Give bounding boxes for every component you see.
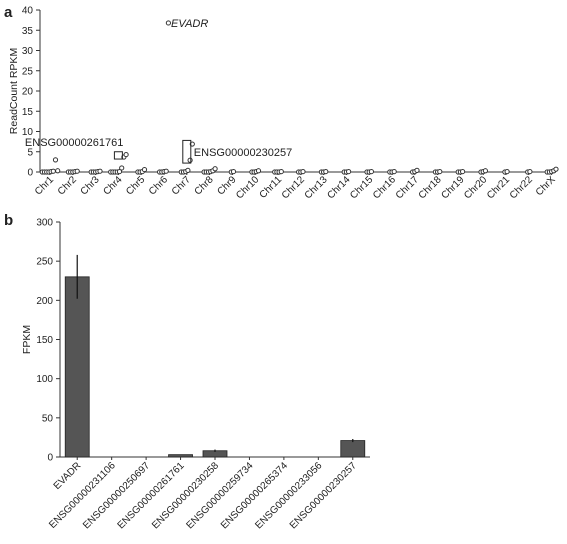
- y-tick-label-b: 50: [42, 413, 54, 424]
- x-tick-label-a: Chr20: [462, 174, 489, 201]
- x-tick-label-a: Chr6: [147, 174, 170, 197]
- y-tick-label-b: 200: [36, 296, 53, 307]
- x-tick-label-b: ENSG00000230258: [150, 460, 221, 531]
- data-point: [52, 157, 59, 163]
- x-tick-label-b: ENSG00000259734: [184, 460, 255, 531]
- data-point: [163, 168, 169, 174]
- data-point: [300, 168, 306, 175]
- data-point: [230, 168, 237, 175]
- x-tick-label-a: Chr1: [33, 174, 56, 197]
- data-point: [185, 167, 191, 173]
- data-point: [165, 20, 171, 26]
- y-tick-label-a: 5: [27, 147, 33, 158]
- y-tick-label-a: 0: [27, 168, 33, 179]
- data-point: [187, 157, 193, 163]
- annotation-label: ENSG00000261761: [25, 137, 123, 149]
- data-point: [391, 168, 397, 175]
- x-tick-label-a: Chr16: [371, 174, 398, 201]
- y-tick-label-a: 35: [22, 26, 34, 37]
- y-tick-label-a: 15: [22, 107, 34, 118]
- data-point: [527, 168, 533, 175]
- y-tick-label-b: 150: [36, 335, 53, 346]
- y-tick-label-b: 100: [36, 374, 53, 385]
- x-tick-label-a: Chr8: [193, 174, 216, 197]
- annotation-box: [182, 139, 192, 164]
- x-tick-label-b: EVADR: [52, 460, 84, 492]
- x-tick-label-a: Chr12: [280, 174, 307, 201]
- data-point: [123, 151, 129, 158]
- x-tick-label-a: Chr10: [234, 174, 261, 201]
- bar: [340, 440, 366, 458]
- y-tick-label-a: 25: [22, 66, 34, 77]
- x-tick-label-b: ENSG00000233056: [253, 460, 324, 531]
- data-point: [278, 168, 284, 175]
- x-tick-label-a: Chr22: [508, 174, 535, 201]
- x-tick-label-a: Chr7: [170, 174, 193, 197]
- x-tick-label-b: ENSG00000265374: [219, 460, 290, 531]
- x-tick-label-a: Chr17: [394, 174, 421, 201]
- panel-b-letter: b: [4, 212, 13, 229]
- data-point: [141, 166, 148, 173]
- data-point: [460, 168, 466, 175]
- data-point: [553, 166, 559, 172]
- y-tick-label-a: 30: [22, 46, 34, 57]
- x-tick-label-a: Chr13: [303, 174, 330, 201]
- annotation-label: EVADR: [171, 18, 208, 30]
- chart-b-bar: 0 50 100 150 200 250 300 FPKM EVADRENSG000002311…: [21, 218, 370, 531]
- x-tick-label-a: Chr2: [56, 174, 79, 197]
- x-tick-label-a: Chr15: [348, 174, 375, 201]
- data-point: [55, 168, 61, 174]
- y-tick-label-a: 10: [22, 127, 34, 138]
- x-tick-label-a: Chr4: [101, 174, 124, 197]
- x-tick-label-b: ENSG00000230257: [288, 460, 359, 531]
- data-point: [414, 167, 420, 173]
- data-point: [119, 165, 125, 171]
- data-point: [346, 168, 352, 175]
- data-point: [323, 168, 329, 175]
- y-axis-label-b: FPKM: [21, 325, 33, 354]
- data-point: [368, 168, 374, 175]
- bar: [168, 454, 193, 458]
- x-tick-label-a: Chr3: [79, 174, 102, 197]
- x-tick-label-a: Chr18: [417, 174, 444, 201]
- y-tick-label-a: 20: [22, 87, 34, 98]
- data-point: [482, 168, 488, 174]
- data-point: [116, 168, 123, 175]
- data-point: [212, 166, 218, 172]
- data-point: [97, 168, 103, 174]
- annotation-label: ENSG00000230257: [194, 147, 292, 159]
- data-point: [437, 168, 443, 175]
- y-tick-label-b: 300: [36, 218, 53, 229]
- x-tick-label-a: Chr5: [124, 174, 147, 197]
- x-tick-label-a: Chr11: [258, 174, 285, 201]
- panel-a-letter: a: [4, 4, 13, 21]
- x-tick-label-a: Chr19: [439, 174, 466, 201]
- data-point: [255, 168, 262, 174]
- x-tick-label-b: ENSG00000250697: [81, 460, 152, 531]
- bar: [64, 276, 90, 458]
- x-tick-label-a: Chr21: [485, 174, 512, 201]
- data-point: [50, 168, 56, 174]
- x-tick-label-a: Chr14: [325, 174, 352, 201]
- x-tick-label-b: ENSG00000231106: [47, 460, 118, 531]
- y-axis-label-a: ReadCount RPKM: [8, 48, 20, 134]
- x-tick-label-a: ChrX: [534, 174, 558, 198]
- y-tick-label-a: 40: [22, 6, 34, 17]
- annotation-box: [113, 151, 123, 160]
- y-tick-label-b: 250: [36, 257, 53, 268]
- data-point: [74, 168, 80, 174]
- data-point: [504, 168, 510, 175]
- y-tick-label-b: 0: [47, 453, 53, 464]
- x-tick-label-b: ENSG00000261761: [116, 460, 187, 531]
